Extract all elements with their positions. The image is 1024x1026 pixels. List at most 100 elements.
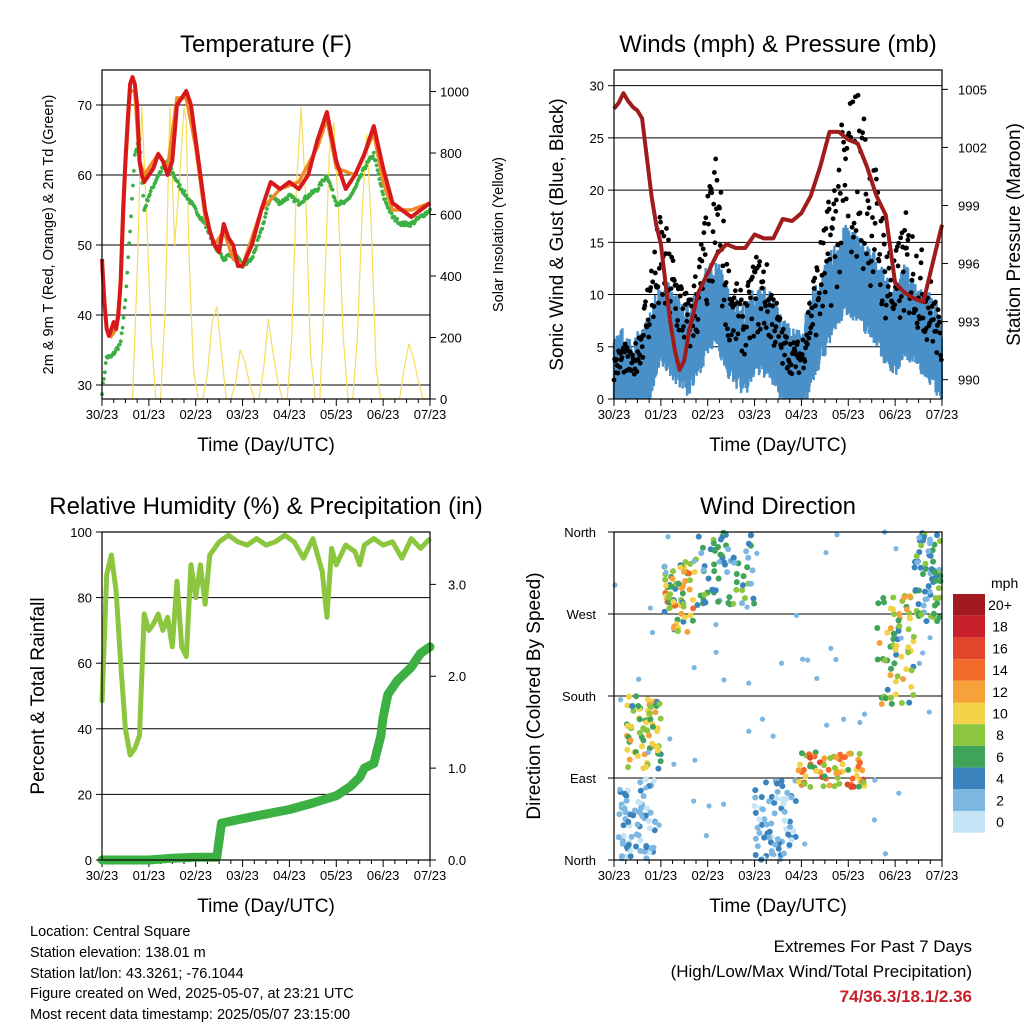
colorbar-swatch (953, 637, 985, 660)
gust-point (747, 335, 753, 341)
gust-point (717, 205, 723, 211)
direction-point (784, 789, 791, 796)
direction-point (882, 695, 889, 702)
gust-point (877, 251, 883, 257)
x-tick-label: 03/23 (738, 868, 771, 883)
direction-point (771, 799, 778, 806)
direction-point (651, 827, 658, 834)
gust-point (843, 156, 848, 162)
dewpoint-point (319, 182, 324, 187)
gust-point (834, 284, 840, 290)
direction-point (710, 540, 717, 547)
direction-point (765, 834, 772, 841)
colorbar-title: mph (991, 575, 1018, 591)
gust-point (703, 215, 709, 221)
gust-point (769, 322, 775, 327)
dewpoint-point (257, 234, 262, 238)
gust-point (902, 227, 908, 233)
direction-point (916, 534, 923, 541)
gust-point (742, 351, 747, 357)
dewpoint-point (384, 202, 389, 207)
direction-point (636, 716, 643, 723)
x-axis-label: Time (Day/UTC) (709, 896, 847, 917)
direction-point (749, 567, 756, 574)
gust-point (646, 334, 652, 340)
gust-point (687, 343, 693, 349)
direction-point (903, 666, 910, 673)
colorbar-swatch (953, 811, 985, 833)
direction-point (634, 821, 641, 828)
gust-point (641, 332, 646, 338)
gust-point (860, 130, 866, 136)
gust-point (810, 322, 816, 327)
direction-point (666, 605, 673, 612)
direction-point (839, 761, 846, 768)
direction-point (752, 851, 759, 858)
gust-point (893, 248, 899, 253)
plot-frame (101, 531, 431, 861)
dewpoint-point (129, 214, 133, 219)
direction-point (759, 716, 766, 722)
y-right-tick-label: 1.0 (448, 761, 466, 776)
x-tick-label: 05/23 (832, 407, 865, 422)
gust-point (830, 216, 836, 222)
direction-point (891, 660, 898, 667)
colorbar-label: 8 (996, 727, 1004, 743)
y-right-tick-label: 999 (958, 198, 980, 213)
direction-point (721, 559, 728, 566)
panel-1: Temperature (F) 30/23 01/23 02/23 03/23 04/23… (41, 31, 507, 456)
gust-point (936, 314, 942, 320)
direction-point (787, 823, 794, 830)
gust-point (757, 259, 763, 264)
gust-point (885, 284, 891, 289)
gust-point (805, 341, 810, 347)
direction-point (656, 822, 662, 828)
gust-point (720, 263, 726, 269)
direction-point (831, 764, 838, 771)
direction-point (896, 790, 902, 796)
gust-point (706, 221, 711, 227)
gust-point (688, 297, 694, 303)
gust-point (726, 268, 732, 274)
x-tick-label: 30/23 (598, 868, 631, 883)
direction-point (896, 610, 903, 617)
direction-point (644, 696, 651, 703)
plot-frame (613, 69, 943, 400)
direction-point (930, 610, 937, 617)
direction-point (733, 579, 740, 586)
direction-point (677, 564, 684, 571)
direction-point (628, 833, 635, 840)
gust-point (743, 342, 749, 348)
direction-point (744, 564, 751, 571)
gust-point (812, 303, 818, 309)
gust-point (668, 286, 674, 292)
gust-point (917, 275, 923, 281)
gust-point (820, 303, 826, 309)
gust-point (681, 334, 687, 340)
direction-point (640, 725, 647, 732)
direction-point (920, 533, 927, 540)
gust-point (898, 235, 904, 241)
direction-point (888, 700, 895, 707)
direction-point (914, 559, 921, 566)
gust-point (927, 310, 933, 316)
gust-point (835, 184, 841, 189)
direction-point (910, 633, 917, 640)
gust-point (643, 299, 648, 305)
location-text: Location: Central Square (30, 924, 191, 940)
gust-point (737, 301, 743, 307)
direction-point (717, 551, 724, 558)
dewpoint-point (408, 224, 413, 228)
direction-point (827, 754, 834, 761)
direction-point (893, 651, 900, 658)
y-tick-label: 20 (78, 787, 92, 802)
direction-point (746, 728, 752, 734)
y-axis-label: Sonic Wind & Gust (Blue, Black) (547, 98, 568, 370)
dewpoint-point (332, 195, 337, 200)
direction-point (649, 629, 656, 636)
colorbar-swatch (953, 745, 985, 768)
dewpoint-point (182, 189, 187, 194)
gust-point (637, 360, 643, 366)
gust-point (664, 226, 669, 231)
direction-point (642, 763, 649, 770)
